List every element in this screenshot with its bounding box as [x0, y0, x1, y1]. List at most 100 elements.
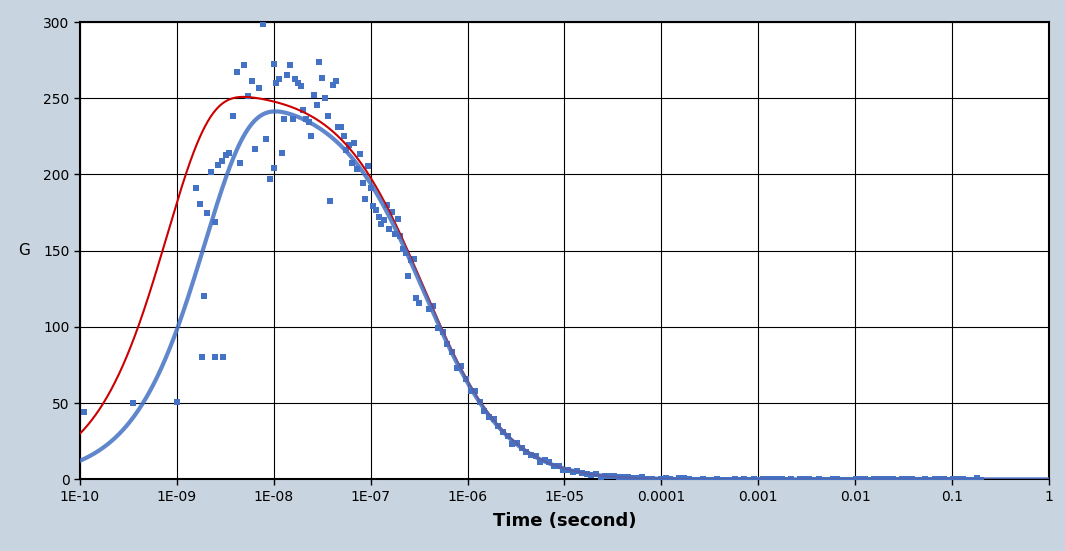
Point — [228, 68, 245, 77]
Point — [722, 476, 739, 484]
Point — [968, 473, 985, 482]
Point — [351, 149, 368, 158]
Point — [583, 471, 600, 479]
Point — [187, 183, 204, 192]
Point — [320, 111, 337, 120]
Point — [453, 362, 470, 371]
Point — [240, 91, 257, 100]
Point — [797, 475, 814, 484]
Point — [295, 105, 312, 114]
Point — [330, 123, 347, 132]
Point — [371, 213, 388, 222]
Point — [764, 475, 781, 484]
Point — [376, 215, 393, 224]
Point — [378, 201, 395, 209]
Point — [476, 407, 493, 415]
Point — [746, 475, 763, 484]
Point — [250, 83, 267, 92]
Point — [555, 465, 572, 474]
Point — [629, 473, 646, 482]
Point — [894, 474, 911, 483]
Point — [235, 61, 252, 69]
Point — [387, 230, 404, 239]
Point — [448, 364, 465, 372]
Point — [917, 474, 934, 483]
Point — [531, 458, 548, 467]
X-axis label: Time (second): Time (second) — [493, 512, 636, 530]
Point — [783, 475, 800, 484]
Point — [699, 476, 716, 484]
Point — [394, 245, 411, 254]
Point — [862, 476, 879, 484]
Point — [856, 474, 873, 483]
Point — [335, 132, 353, 141]
Point — [810, 475, 828, 484]
Point — [279, 71, 296, 79]
Point — [313, 74, 330, 83]
Point — [210, 161, 227, 170]
Point — [429, 323, 446, 332]
Point — [815, 475, 832, 484]
Point — [435, 327, 452, 336]
Point — [316, 94, 333, 102]
Point — [302, 131, 320, 140]
Point — [494, 428, 511, 437]
Point — [945, 475, 962, 484]
Point — [365, 201, 382, 210]
Point — [490, 421, 507, 430]
Point — [671, 474, 688, 483]
Point — [276, 115, 293, 124]
Point — [824, 474, 841, 483]
Point — [667, 476, 684, 484]
Point — [638, 474, 655, 483]
Point — [769, 475, 786, 484]
Point — [842, 476, 859, 484]
Point — [199, 209, 216, 218]
Point — [689, 476, 706, 484]
Point — [848, 474, 865, 483]
Point — [508, 439, 525, 448]
Point — [410, 299, 427, 307]
Point — [255, 19, 272, 28]
Point — [870, 475, 887, 484]
Point — [286, 75, 304, 84]
Point — [773, 474, 790, 483]
Point — [399, 271, 416, 280]
Point — [643, 474, 660, 483]
Point — [195, 291, 212, 300]
Point — [341, 141, 358, 150]
Point — [675, 474, 692, 483]
Point — [569, 467, 586, 476]
Point — [125, 399, 142, 408]
Point — [958, 476, 976, 484]
Point — [838, 475, 855, 484]
Point — [732, 476, 749, 484]
Point — [740, 475, 757, 484]
Point — [359, 161, 376, 170]
Point — [927, 474, 944, 483]
Point — [805, 476, 822, 484]
Point — [225, 111, 242, 120]
Point — [657, 474, 674, 483]
Point — [620, 473, 637, 482]
Point — [76, 408, 93, 417]
Point — [954, 475, 971, 484]
Point — [297, 115, 314, 124]
Point — [383, 207, 400, 216]
Point — [866, 474, 883, 483]
Point — [462, 386, 479, 395]
Point — [367, 206, 384, 214]
Point — [703, 476, 720, 484]
Point — [397, 249, 414, 258]
Point — [819, 476, 836, 484]
Point — [921, 476, 938, 484]
Point — [545, 461, 562, 470]
Point — [322, 196, 339, 205]
Point — [940, 475, 957, 484]
Point — [750, 475, 767, 484]
Point — [588, 470, 605, 479]
Point — [327, 77, 344, 86]
Point — [884, 475, 901, 484]
Point — [499, 431, 517, 440]
Point — [274, 149, 291, 158]
